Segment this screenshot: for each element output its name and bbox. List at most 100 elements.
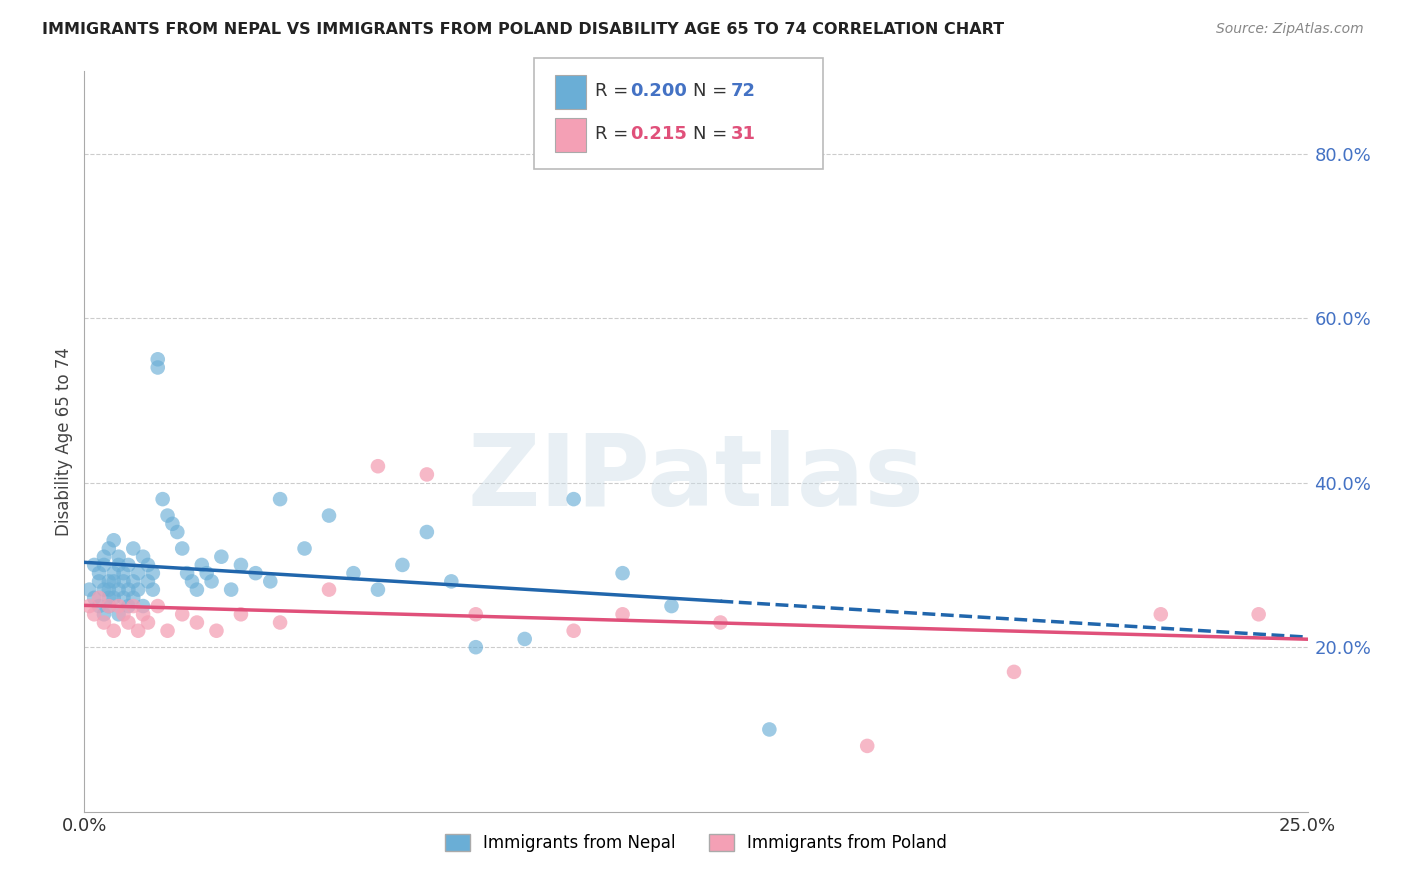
Point (112, 574, 135, 589)
Point (122, 574, 145, 589)
Point (1150, 607, 1173, 622)
Text: IMMIGRANTS FROM NEPAL VS IMMIGRANTS FROM POLAND DISABILITY AGE 65 TO 74 CORRELAT: IMMIGRANTS FROM NEPAL VS IMMIGRANTS FROM… (42, 22, 1004, 37)
Point (97, 582, 120, 597)
Point (245, 566, 267, 581)
Point (152, 492, 174, 507)
Point (136, 574, 159, 589)
Point (156, 624, 179, 638)
Point (166, 524, 188, 539)
Point (107, 607, 129, 622)
Point (186, 615, 208, 630)
Point (186, 582, 208, 597)
Point (294, 541, 316, 556)
Point (97, 574, 120, 589)
Point (117, 599, 139, 613)
Point (132, 549, 155, 564)
Point (219, 582, 242, 597)
Point (83, 558, 105, 572)
Text: ZIPatlas: ZIPatlas (468, 430, 924, 527)
Point (200, 574, 222, 589)
Point (122, 599, 145, 613)
Point (416, 524, 439, 539)
Point (142, 582, 165, 597)
Point (367, 459, 389, 474)
Point (103, 624, 125, 638)
Point (269, 615, 291, 630)
Point (112, 591, 135, 605)
Point (112, 566, 135, 581)
Text: 31: 31 (731, 125, 756, 143)
Point (97, 591, 120, 605)
Point (856, 739, 879, 753)
Point (172, 541, 194, 556)
Point (127, 624, 149, 638)
Point (132, 599, 155, 613)
Point (391, 558, 413, 572)
Text: 72: 72 (731, 81, 756, 100)
Point (229, 558, 252, 572)
Point (612, 607, 634, 622)
Point (117, 582, 139, 597)
Point (103, 574, 125, 589)
Text: R =: R = (595, 81, 634, 100)
Point (127, 582, 149, 597)
Point (318, 582, 340, 597)
Point (416, 467, 439, 482)
Point (513, 632, 536, 646)
Point (709, 615, 731, 630)
Point (367, 582, 389, 597)
Text: N =: N = (693, 81, 733, 100)
Point (176, 566, 198, 581)
Point (97, 599, 120, 613)
Point (146, 599, 169, 613)
Point (146, 352, 169, 367)
Point (440, 574, 463, 589)
Point (93, 615, 115, 630)
Point (107, 599, 129, 613)
Point (162, 516, 184, 531)
Point (205, 624, 228, 638)
Point (77, 599, 100, 613)
Point (269, 492, 291, 507)
Point (318, 508, 340, 523)
Point (661, 599, 683, 613)
Point (87, 574, 110, 589)
Text: 0.215: 0.215 (630, 125, 686, 143)
Point (107, 549, 129, 564)
Text: 0.200: 0.200 (630, 81, 686, 100)
Point (97, 541, 120, 556)
Point (93, 558, 115, 572)
Point (1002, 665, 1025, 679)
Point (562, 492, 585, 507)
Point (342, 566, 364, 581)
Point (181, 574, 204, 589)
Point (132, 607, 155, 622)
Point (464, 607, 486, 622)
Point (117, 615, 139, 630)
Point (107, 582, 129, 597)
Point (97, 599, 120, 613)
Point (107, 558, 129, 572)
Point (136, 615, 159, 630)
Point (117, 558, 139, 572)
Point (195, 566, 218, 581)
Point (127, 566, 149, 581)
Point (172, 607, 194, 622)
Point (259, 574, 281, 589)
Point (93, 582, 115, 597)
Point (136, 558, 159, 572)
Point (758, 723, 780, 737)
Point (83, 591, 105, 605)
Legend: Immigrants from Nepal, Immigrants from Poland: Immigrants from Nepal, Immigrants from P… (439, 828, 953, 859)
Point (87, 591, 110, 605)
Point (103, 566, 125, 581)
Text: R =: R = (595, 125, 634, 143)
Point (562, 624, 585, 638)
Point (146, 360, 169, 375)
Y-axis label: Disability Age 65 to 74: Disability Age 65 to 74 (55, 347, 73, 536)
Point (87, 599, 110, 613)
Point (612, 566, 634, 581)
Point (103, 591, 125, 605)
Point (103, 533, 125, 548)
Point (93, 607, 115, 622)
